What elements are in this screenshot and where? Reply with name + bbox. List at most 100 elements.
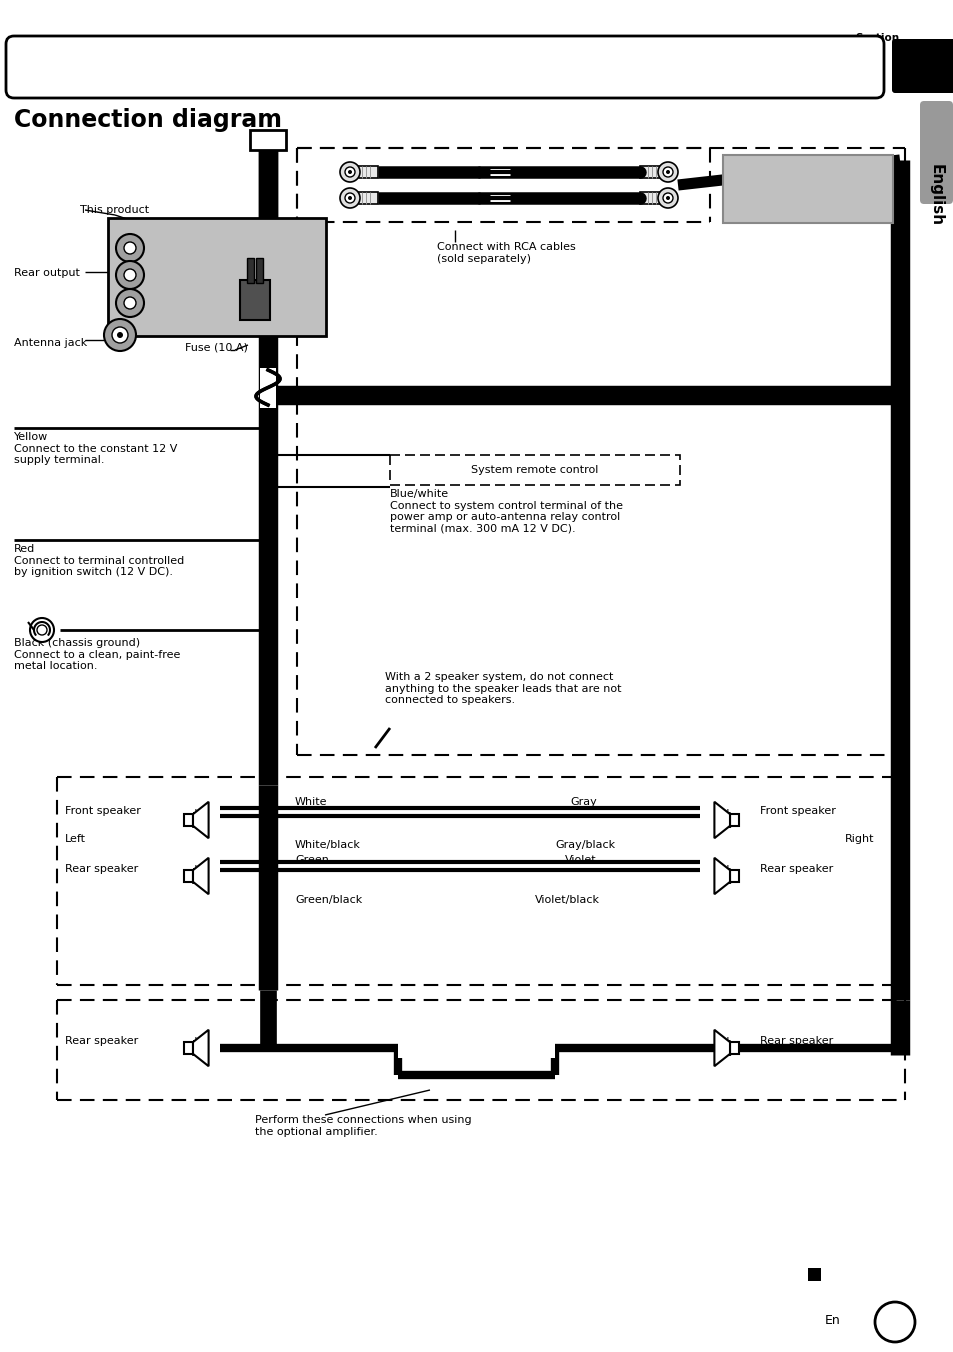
Bar	[350, 166, 377, 178]
Bar	[729, 814, 739, 826]
Text: +: +	[722, 1036, 730, 1045]
Text: Violet: Violet	[564, 854, 596, 865]
Text: White: White	[294, 796, 327, 807]
Polygon shape	[193, 857, 209, 894]
Circle shape	[665, 170, 669, 174]
Text: Rear speaker: Rear speaker	[760, 1036, 832, 1046]
Text: Front speaker: Front speaker	[65, 806, 141, 817]
Text: Section: Section	[854, 32, 898, 43]
FancyBboxPatch shape	[891, 39, 953, 93]
Circle shape	[124, 297, 136, 310]
Text: Rear speaker: Rear speaker	[65, 1036, 138, 1046]
Polygon shape	[714, 1030, 729, 1067]
Circle shape	[112, 327, 128, 343]
FancyBboxPatch shape	[919, 101, 952, 204]
Polygon shape	[193, 1030, 209, 1067]
Text: −: −	[722, 823, 731, 833]
Bar	[247, 258, 253, 283]
Text: +: +	[192, 807, 199, 817]
Circle shape	[339, 162, 359, 183]
Text: Green: Green	[294, 854, 329, 865]
Text: Left: Left	[65, 834, 86, 844]
Circle shape	[874, 1302, 914, 1343]
Bar	[807, 1268, 821, 1280]
Circle shape	[658, 188, 678, 208]
Text: Yellow
Connect to the constant 12 V
supply terminal.: Yellow Connect to the constant 12 V supp…	[14, 433, 177, 465]
Text: −: −	[191, 879, 200, 888]
Bar	[260, 368, 275, 408]
Bar	[250, 130, 286, 150]
Bar	[184, 814, 193, 826]
Bar	[350, 192, 377, 204]
Text: Antenna jack: Antenna jack	[14, 338, 87, 347]
Text: Front speaker: Front speaker	[760, 806, 835, 817]
Text: +: +	[192, 1036, 199, 1045]
Circle shape	[345, 193, 355, 203]
Circle shape	[658, 162, 678, 183]
Text: Rear speaker: Rear speaker	[65, 864, 138, 873]
Text: −: −	[191, 1051, 200, 1061]
Text: 11: 11	[882, 1313, 905, 1330]
Circle shape	[348, 170, 352, 174]
Bar	[240, 280, 270, 320]
Circle shape	[116, 261, 144, 289]
Text: −: −	[722, 879, 731, 888]
Bar	[397, 1048, 555, 1059]
Circle shape	[104, 319, 136, 352]
Circle shape	[348, 196, 352, 200]
Polygon shape	[193, 802, 209, 838]
Bar	[108, 218, 326, 337]
Text: Blue/white
Connect to system control terminal of the
power amp or auto-antenna r: Blue/white Connect to system control ter…	[390, 489, 622, 534]
Bar	[397, 1048, 555, 1059]
Circle shape	[124, 269, 136, 281]
Text: Green/black: Green/black	[294, 895, 362, 904]
Text: Fuse (10 A): Fuse (10 A)	[185, 342, 248, 352]
Text: Red
Connect to terminal controlled
by ignition switch (12 V DC).: Red Connect to terminal controlled by ig…	[14, 544, 184, 577]
Circle shape	[30, 618, 54, 642]
Circle shape	[662, 193, 672, 203]
Text: Right: Right	[844, 834, 874, 844]
Bar	[255, 258, 263, 283]
Circle shape	[116, 289, 144, 316]
Text: 03: 03	[905, 54, 941, 78]
Circle shape	[37, 625, 47, 635]
Text: En: En	[824, 1314, 840, 1326]
Text: −: −	[191, 823, 200, 833]
Text: With a 2 speaker system, do not connect
anything to the speaker leads that are n: With a 2 speaker system, do not connect …	[385, 672, 620, 706]
Text: −: −	[722, 1051, 731, 1061]
Text: System remote control: System remote control	[471, 465, 598, 475]
Polygon shape	[714, 857, 729, 894]
Circle shape	[117, 333, 123, 338]
Text: +: +	[722, 807, 730, 817]
Bar	[184, 871, 193, 882]
FancyBboxPatch shape	[6, 37, 883, 97]
Text: Black (chassis ground)
Connect to a clean, paint-free
metal location.: Black (chassis ground) Connect to a clea…	[14, 638, 180, 671]
Bar	[729, 871, 739, 882]
Polygon shape	[714, 802, 729, 838]
Text: This product: This product	[80, 206, 149, 215]
Text: +: +	[722, 864, 730, 872]
Circle shape	[345, 168, 355, 177]
Circle shape	[124, 242, 136, 254]
Text: Gray: Gray	[569, 796, 597, 807]
Text: Rear speaker: Rear speaker	[760, 864, 832, 873]
Bar	[722, 155, 892, 223]
Bar	[639, 166, 667, 178]
Text: Connection diagram: Connection diagram	[14, 108, 282, 132]
Bar	[390, 456, 679, 485]
Text: Power amp
(sold separately): Power amp (sold separately)	[758, 174, 857, 203]
Circle shape	[662, 168, 672, 177]
Text: +: +	[192, 864, 199, 872]
Circle shape	[339, 188, 359, 208]
Text: Rear output: Rear output	[14, 268, 80, 279]
Text: White/black: White/black	[294, 840, 360, 850]
Bar	[729, 1042, 739, 1053]
Circle shape	[665, 196, 669, 200]
Text: Violet/black: Violet/black	[535, 895, 599, 904]
Text: Perform these connections when using
the optional amplifier.: Perform these connections when using the…	[254, 1115, 471, 1137]
Text: Gray/black: Gray/black	[555, 840, 615, 850]
Bar	[639, 192, 667, 204]
Text: English: English	[927, 164, 943, 226]
Text: Connect with RCA cables
(sold separately): Connect with RCA cables (sold separately…	[436, 242, 576, 264]
Text: Connections: Connections	[28, 57, 182, 77]
